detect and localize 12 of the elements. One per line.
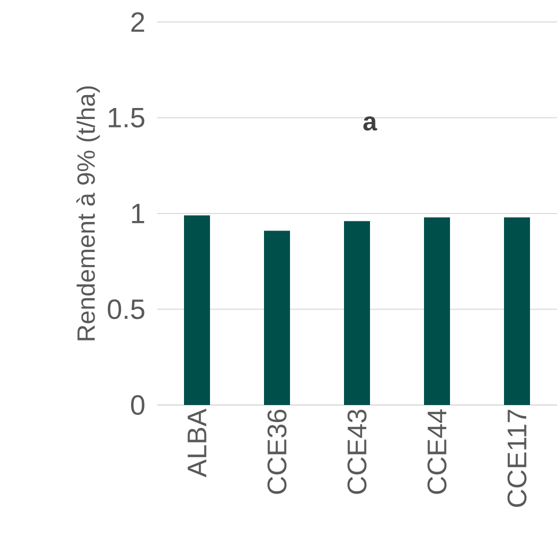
y-tick-label: 2 [131, 12, 144, 32]
x-tick-label: CCE36 [267, 410, 287, 494]
x-tick-label: CCE43 [347, 410, 367, 494]
annotation: a [363, 116, 378, 131]
x-tick-label: CCE44 [427, 409, 447, 494]
y-tick-label: 1.5 [108, 108, 144, 128]
y-tick-label: 1 [132, 204, 144, 224]
x-tick-label: ALBA [188, 408, 206, 478]
y-tick-label: 0.5 [108, 299, 144, 320]
y-axis-title: Rendement à 9% (t/ha) [76, 86, 100, 340]
x-tick-label: CCE117 [507, 410, 527, 507]
y-tick-label: 0 [131, 395, 144, 415]
